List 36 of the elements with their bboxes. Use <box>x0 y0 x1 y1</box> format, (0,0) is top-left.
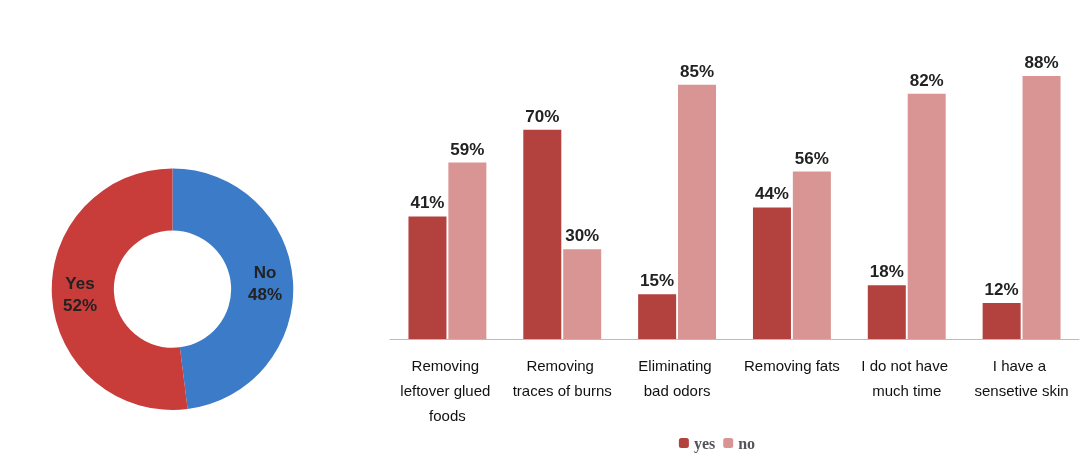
data-label: 44% <box>754 184 789 204</box>
bar <box>678 84 717 339</box>
data-label: 70% <box>525 106 560 126</box>
data-label: 30% <box>565 226 600 246</box>
data-label: 48% <box>248 284 283 304</box>
bar <box>523 129 562 339</box>
bar <box>907 93 946 339</box>
legend-label: yes <box>693 434 716 453</box>
slice-label: No <box>253 262 277 282</box>
bar <box>792 171 831 339</box>
data-label: 18% <box>869 262 904 282</box>
x-tick-label: Eliminating bad odors <box>638 357 716 399</box>
bar <box>752 207 791 339</box>
x-tick-label: I do not have much time <box>861 357 953 399</box>
data-label: 88% <box>1024 52 1059 72</box>
x-tick-label: Removing fats <box>743 357 840 374</box>
bar <box>563 249 602 339</box>
bar <box>867 285 906 339</box>
data-label: 12% <box>984 280 1019 300</box>
data-label: 41% <box>410 193 445 213</box>
slice-label: Yes <box>65 274 95 294</box>
bar <box>1022 75 1061 339</box>
data-label: 82% <box>909 70 944 90</box>
bar <box>982 303 1021 339</box>
bar <box>448 162 487 339</box>
legend-label: no <box>738 434 756 452</box>
bar <box>408 216 447 339</box>
x-tick-label: I have a sensetive skin <box>974 357 1069 399</box>
data-label: 56% <box>794 148 829 168</box>
bar <box>638 294 677 339</box>
data-label: 52% <box>62 296 97 316</box>
data-label: 15% <box>640 271 675 291</box>
x-tick-label: Removing traces of burns <box>512 357 612 399</box>
data-label: 85% <box>680 61 715 81</box>
data-label: 59% <box>450 139 485 159</box>
x-tick-label: Removing leftover glued foods <box>400 357 495 424</box>
